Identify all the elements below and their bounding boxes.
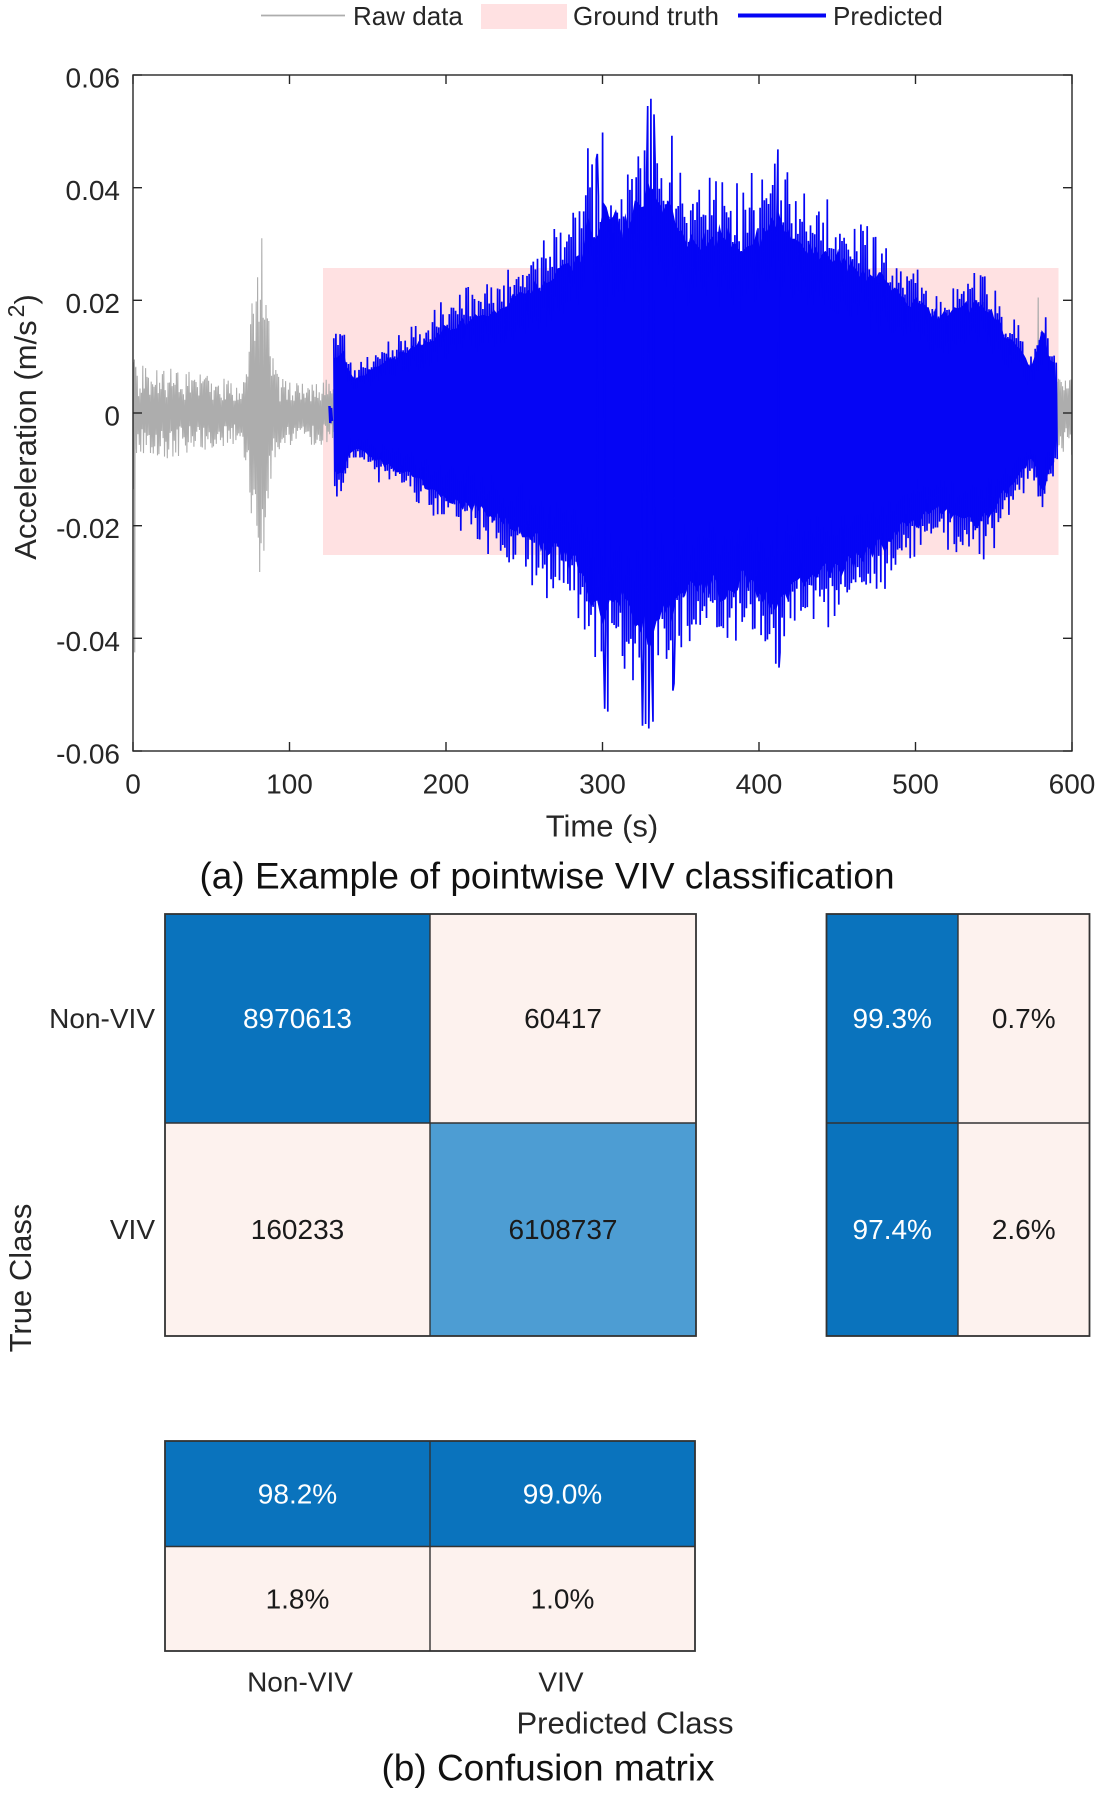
svg-text:1.0%: 1.0% [531,1583,595,1614]
svg-text:True Class: True Class [3,1204,38,1353]
svg-text:0.02: 0.02 [66,288,121,319]
svg-text:600: 600 [1049,769,1096,800]
svg-text:100: 100 [266,769,313,800]
svg-text:Non-VIV: Non-VIV [247,1667,353,1698]
svg-text:(a) Example of pointwise VIV c: (a) Example of pointwise VIV classificat… [199,856,894,897]
svg-text:1.8%: 1.8% [266,1583,330,1614]
svg-text:Predicted: Predicted [833,1,943,31]
svg-text:Acceleration (m/s2): Acceleration (m/s2) [3,294,43,560]
svg-text:500: 500 [892,769,939,800]
svg-text:99.3%: 99.3% [853,1003,932,1034]
svg-text:-0.06: -0.06 [56,739,120,770]
svg-text:-0.04: -0.04 [56,626,120,657]
svg-text:VIV: VIV [110,1214,155,1245]
svg-text:200: 200 [423,769,470,800]
svg-text:8970613: 8970613 [243,1003,352,1034]
svg-text:0: 0 [125,769,141,800]
svg-text:160233: 160233 [251,1214,344,1245]
svg-text:VIV: VIV [538,1667,583,1698]
svg-text:98.2%: 98.2% [258,1478,337,1509]
svg-text:400: 400 [736,769,783,800]
svg-text:99.0%: 99.0% [523,1478,602,1509]
svg-text:Ground truth: Ground truth [573,1,719,31]
svg-text:60417: 60417 [524,1003,602,1034]
svg-text:(b) Confusion matrix: (b) Confusion matrix [381,1748,715,1789]
svg-text:6108737: 6108737 [508,1214,617,1245]
svg-text:300: 300 [579,769,626,800]
svg-text:0.06: 0.06 [66,63,121,94]
svg-text:0: 0 [104,401,120,432]
svg-text:0.7%: 0.7% [992,1003,1056,1034]
svg-text:Predicted Class: Predicted Class [516,1706,733,1741]
svg-text:-0.02: -0.02 [56,513,120,544]
svg-text:2.6%: 2.6% [992,1214,1056,1245]
svg-text:97.4%: 97.4% [853,1214,932,1245]
svg-text:0.04: 0.04 [66,175,121,206]
svg-text:Time (s): Time (s) [546,809,659,844]
svg-text:Non-VIV: Non-VIV [49,1003,155,1034]
svg-text:Raw data: Raw data [353,1,463,31]
